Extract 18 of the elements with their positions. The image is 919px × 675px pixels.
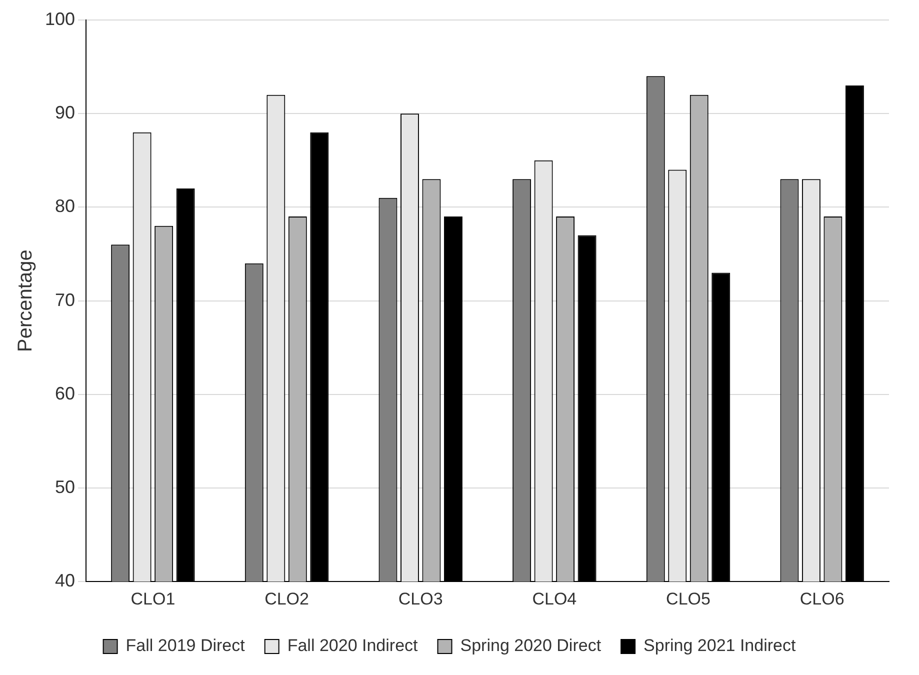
y-tick-label: 90	[55, 102, 76, 123]
y-axis-title: Percentage	[14, 250, 37, 352]
x-tick-label: CLO4	[532, 589, 577, 608]
y-tick-label: 60	[55, 383, 76, 404]
x-tick-label: CLO1	[130, 589, 176, 608]
x-tick-label: CLO3	[398, 589, 443, 608]
legend-label: Spring 2020 Direct	[460, 636, 602, 656]
y-tick-label: 40	[55, 570, 76, 591]
y-tick-label: 80	[55, 196, 76, 216]
y-tick-label: 70	[55, 290, 76, 310]
y-tick-label: 50	[55, 476, 76, 497]
legend-label: Fall 2020 Indirect	[287, 636, 418, 656]
x-tick-label: CLO6	[800, 589, 844, 608]
x-tick-label: CLO2	[264, 589, 309, 608]
x-tick-label: CLO5	[666, 589, 710, 608]
legend-label: Fall 2019 Direct	[126, 636, 246, 656]
legend-label: Spring 2021 Indirect	[644, 636, 796, 656]
y-tick-label: 100	[44, 8, 76, 29]
